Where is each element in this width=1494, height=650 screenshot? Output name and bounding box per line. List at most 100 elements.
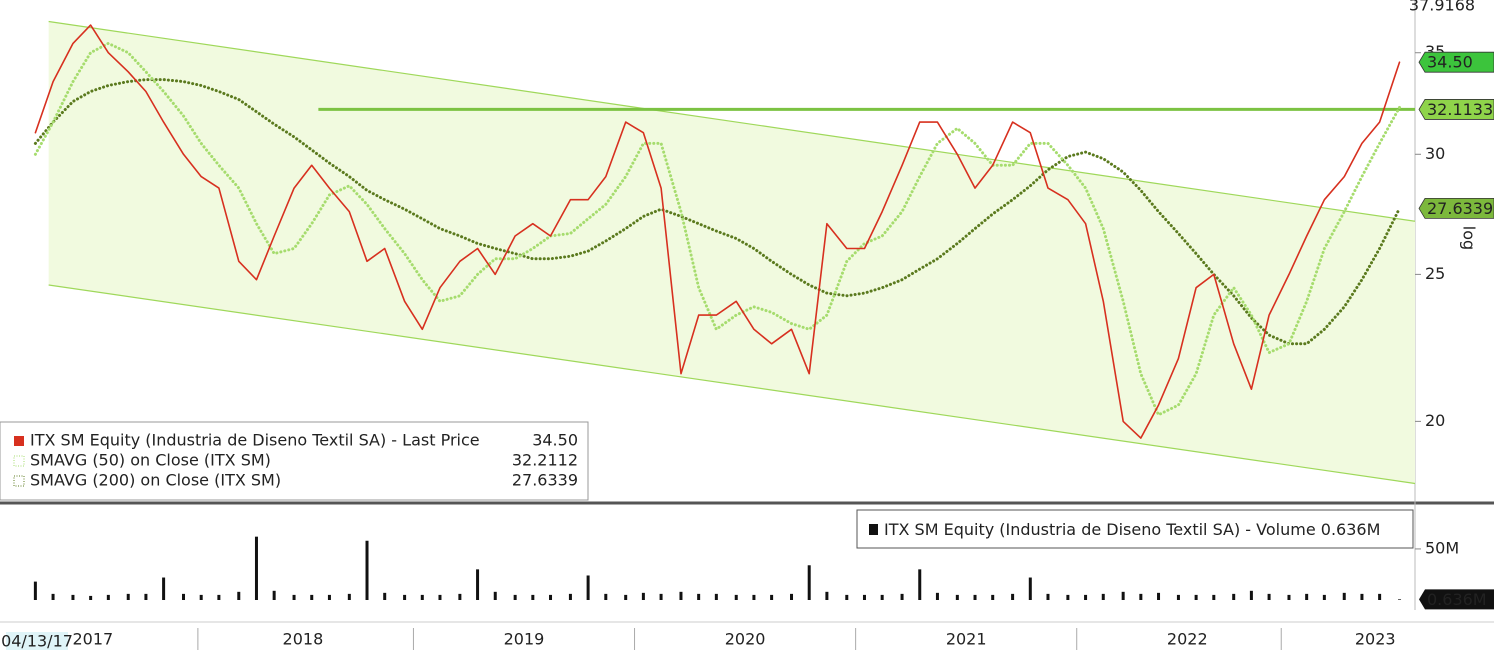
volume-bar	[825, 591, 829, 600]
date-label: 04/13/17	[1, 632, 73, 650]
volume-bar	[991, 594, 995, 600]
volume-bar	[1066, 594, 1070, 600]
legend-box	[856, 509, 1414, 549]
volume-bar	[1287, 594, 1291, 600]
legend-label: SMAVG (200) on Close (ITX SM)	[30, 471, 281, 490]
date-box	[6, 632, 68, 650]
volume-bar	[770, 594, 774, 600]
x-tick-label: 2021	[946, 630, 987, 649]
legend-swatch	[13, 455, 25, 467]
volume-bar	[403, 594, 407, 600]
volume-bar	[880, 594, 884, 600]
legend-value: 0.636M	[1321, 520, 1381, 539]
volume-bar	[549, 594, 553, 600]
channel-upper	[48, 20, 1416, 222]
volume-bar	[1028, 577, 1032, 600]
volume-bar	[679, 591, 683, 600]
volume-bar	[900, 593, 904, 600]
volume-bar	[659, 593, 663, 600]
legend-swatch	[14, 436, 24, 446]
channel-fill	[48, 21, 1415, 484]
legend-name: ITX SM Equity (Industria de Diseno Texti…	[884, 520, 1316, 539]
volume-bar	[51, 593, 55, 600]
volume-bar	[162, 577, 166, 600]
y-tick-label: 30	[1425, 144, 1445, 163]
price-line	[34, 24, 1401, 439]
volume-bar	[918, 569, 922, 600]
y-tick-label: 50M	[1425, 538, 1459, 557]
volume-bar	[1121, 591, 1125, 600]
volume-bar	[1322, 594, 1326, 600]
volume-bar	[33, 581, 37, 600]
volume-bar	[272, 590, 276, 600]
volume-bar	[1360, 593, 1364, 600]
volume-bar	[217, 594, 221, 600]
volume-bar	[531, 594, 535, 600]
volume-bar	[790, 593, 794, 600]
volume-bar	[752, 594, 756, 600]
volume-bar	[365, 540, 369, 600]
volume-bar	[254, 536, 258, 600]
volume-bar	[106, 594, 110, 600]
volume-bar	[1378, 593, 1382, 600]
y-tick-label: 20	[1425, 411, 1445, 430]
channel-lower	[48, 284, 1416, 485]
y-tick-label: 25	[1425, 264, 1445, 283]
x-tick-label: 2018	[283, 630, 324, 649]
sma-line	[33, 78, 1401, 346]
x-tick-label: 2019	[504, 630, 545, 649]
volume-bar	[292, 594, 296, 600]
volume-bar	[1267, 593, 1271, 600]
volume-bar	[973, 594, 977, 600]
volume-bar	[1398, 599, 1402, 600]
volume-bar	[845, 594, 849, 600]
price-tag-label: 34.50	[1427, 53, 1473, 72]
x-tick-label: 2023	[1355, 630, 1396, 649]
volume-bar	[144, 593, 148, 600]
legend-value: 34.50	[532, 431, 578, 450]
volume-bar	[604, 593, 608, 600]
y-max-label: 37.9168	[1409, 0, 1475, 15]
volume-bar	[935, 592, 939, 600]
volume-bar	[734, 594, 738, 600]
volume-bar	[438, 594, 442, 600]
volume-bar	[347, 593, 351, 600]
legend-label: ITX SM Equity (Industria de Diseno Texti…	[30, 431, 480, 450]
volume-bar	[1305, 593, 1309, 600]
volume-bar	[1194, 594, 1198, 600]
volume-bar	[71, 594, 75, 600]
x-tick-label: 2022	[1167, 630, 1208, 649]
volume-bar	[237, 591, 241, 600]
volume-tag-label: 0.636M	[1427, 590, 1487, 609]
legend-swatch	[869, 524, 878, 535]
legend-swatch	[13, 475, 25, 487]
legend-label: SMAVG (50) on Close (ITX SM)	[30, 451, 271, 470]
volume-bar	[1011, 593, 1015, 600]
price-tag-label: 32.1133	[1427, 100, 1493, 119]
volume-bar	[568, 593, 572, 600]
price-tag	[1418, 99, 1494, 120]
volume-bar	[1249, 590, 1253, 600]
legend-label: ITX SM Equity (Industria de Diseno Texti…	[884, 520, 1380, 539]
volume-bar	[493, 591, 497, 600]
volume-bar	[1139, 593, 1143, 600]
volume-bar	[697, 593, 701, 600]
volume-bar	[89, 595, 93, 600]
volume-bar	[327, 594, 331, 600]
volume-bar	[955, 594, 959, 600]
volume-bar	[383, 592, 387, 600]
volume-bar	[126, 593, 130, 600]
price-tag-label: 27.6339	[1427, 199, 1493, 218]
volume-bar	[1084, 594, 1088, 600]
volume-bar	[1046, 593, 1050, 600]
volume-bar	[714, 593, 718, 600]
price-tag	[1418, 197, 1494, 219]
volume-bar	[1176, 594, 1180, 600]
volume-tag	[1419, 589, 1494, 610]
volume-bar	[199, 594, 203, 600]
x-tick-label: 2020	[725, 630, 766, 649]
volume-bar	[641, 592, 645, 600]
volume-bar	[310, 594, 314, 600]
legend-box	[0, 421, 589, 501]
